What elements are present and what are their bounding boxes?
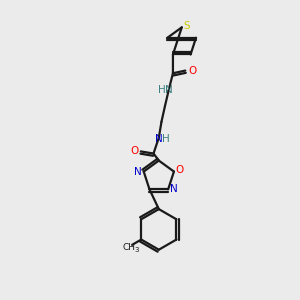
Text: 3: 3	[135, 247, 139, 253]
Text: N: N	[170, 184, 178, 194]
Text: N: N	[165, 85, 172, 95]
Text: N: N	[155, 134, 163, 143]
Text: O: O	[176, 165, 184, 175]
Text: S: S	[183, 21, 190, 31]
Text: H: H	[162, 134, 170, 143]
Text: CH: CH	[123, 243, 136, 252]
Text: N: N	[134, 167, 142, 177]
Text: O: O	[188, 66, 196, 76]
Text: H: H	[158, 85, 166, 95]
Text: O: O	[130, 146, 138, 156]
